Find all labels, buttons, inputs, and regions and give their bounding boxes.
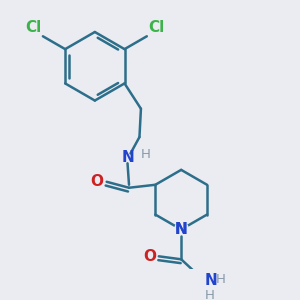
Text: N: N	[204, 273, 217, 288]
Text: O: O	[143, 249, 156, 264]
Text: H: H	[141, 148, 151, 161]
Text: N: N	[121, 150, 134, 165]
Text: N: N	[175, 222, 188, 237]
Text: H: H	[215, 273, 225, 286]
Text: Cl: Cl	[148, 20, 164, 35]
Text: Cl: Cl	[25, 20, 41, 35]
Text: H: H	[205, 289, 215, 300]
Text: N: N	[175, 222, 188, 237]
Text: O: O	[91, 174, 104, 189]
